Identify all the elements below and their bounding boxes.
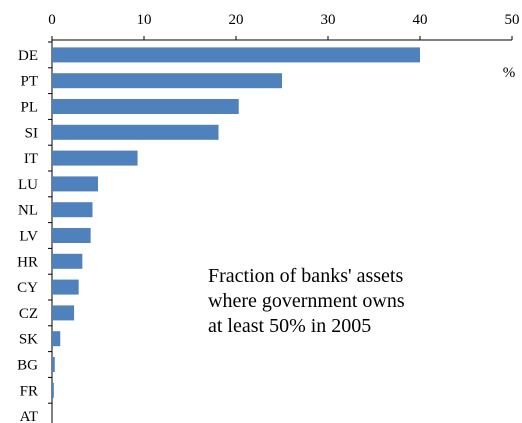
chart-annotation: Fraction of banks' assets where governme…: [208, 264, 508, 339]
annotation-line-3: at least 50% in 2005: [208, 315, 372, 337]
bars: [52, 47, 420, 398]
annotation-line-1: Fraction of banks' assets: [208, 265, 404, 287]
bar-it: [52, 150, 138, 166]
category-label: LV: [19, 229, 38, 245]
category-label: HR: [17, 254, 38, 270]
bar-pl: [52, 99, 239, 114]
x-tick-label: 50: [505, 12, 520, 28]
bar-cy: [52, 279, 79, 295]
bar-hr: [52, 253, 83, 269]
bar-fr: [52, 382, 54, 398]
bar-lv: [52, 228, 91, 243]
category-label: LU: [18, 177, 38, 193]
unit-label: %: [503, 65, 516, 81]
x-axis-ticks: 0 10 20 30 40 50: [48, 12, 520, 40]
bar-lu: [52, 176, 98, 192]
category-label: BG: [17, 358, 38, 374]
category-label: PT: [20, 74, 38, 90]
bar-cz: [52, 305, 75, 321]
category-label: AT: [20, 409, 38, 423]
x-tick-label: 10: [137, 12, 152, 28]
category-label: CZ: [19, 306, 38, 322]
bar-de: [52, 47, 420, 63]
category-label: PL: [20, 100, 38, 116]
x-tick-label: 20: [229, 12, 244, 28]
category-labels: DE PT PL SI IT LU NL LV HR CY CZ SK BG FR AT: [17, 41, 52, 423]
annotation-line-2: where government owns: [208, 290, 405, 312]
x-tick-label: 40: [413, 12, 428, 28]
x-tick-label: 0: [48, 12, 56, 28]
bar-si: [52, 124, 219, 140]
category-label: IT: [24, 151, 38, 167]
category-label: NL: [18, 203, 38, 219]
x-tick-label: 30: [321, 12, 336, 28]
bar-pt: [52, 73, 282, 89]
bar-bg: [52, 357, 55, 372]
category-label: DE: [18, 48, 38, 64]
bar-nl: [52, 202, 93, 218]
category-label: SK: [19, 332, 38, 348]
category-label: FR: [20, 383, 38, 399]
bar-sk: [52, 331, 61, 347]
category-label: SI: [25, 125, 38, 141]
category-label: CY: [17, 280, 38, 296]
